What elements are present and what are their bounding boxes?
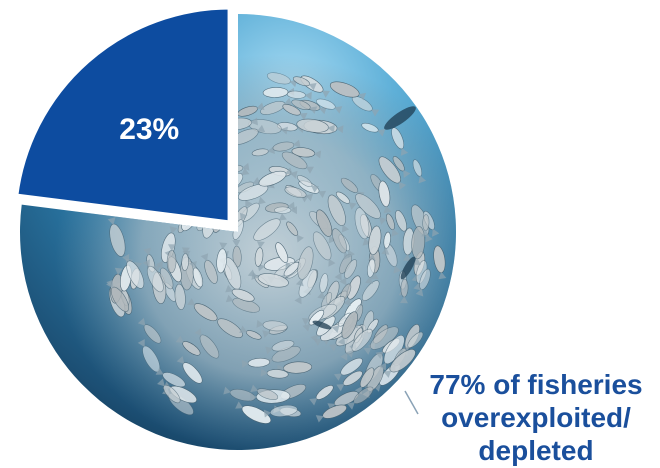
callout-leader-line <box>404 390 419 415</box>
callout-line-1: 77% of fisheries <box>429 369 643 400</box>
pie-slice-23-label: 23% <box>119 113 179 146</box>
callout-line-2: overexploited/ <box>441 402 631 433</box>
pie-slice-77-label: 77% of fisheries overexploited/ depleted <box>412 368 660 467</box>
callout-line-3: depleted <box>478 435 594 466</box>
pie-slice-23 <box>12 4 233 226</box>
